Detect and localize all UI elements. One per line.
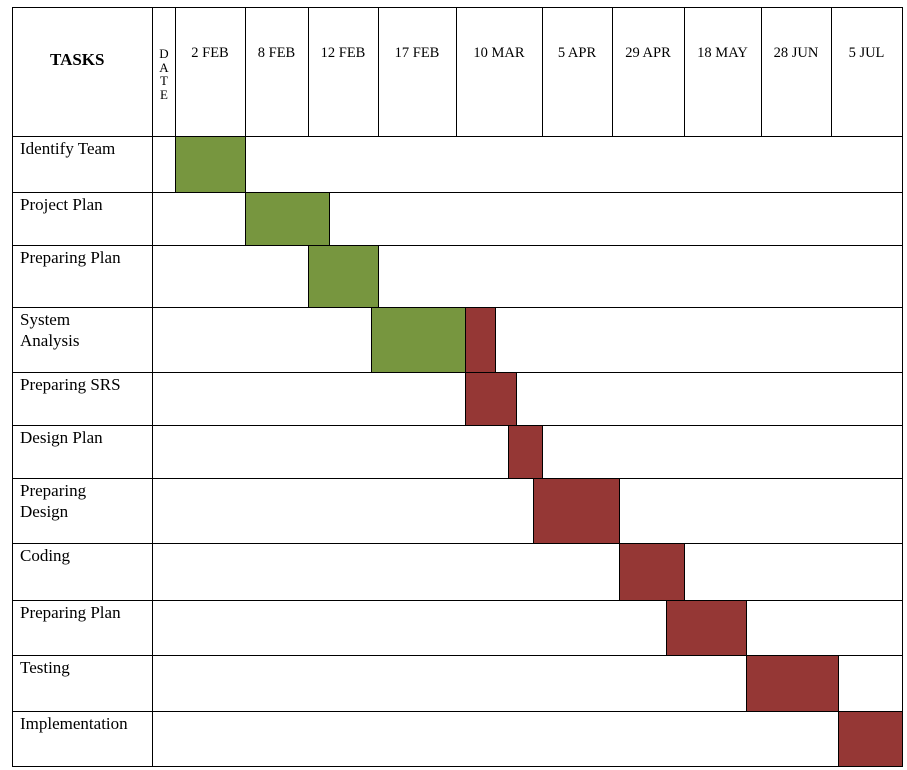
gantt-bar	[838, 711, 903, 767]
date-column-label: 5 APR	[557, 45, 597, 61]
grid-line-right	[902, 7, 903, 767]
gantt-bar	[619, 543, 685, 601]
task-label: Preparing Design	[20, 481, 87, 521]
grid-line-col	[456, 7, 457, 136]
task-label: Project Plan	[20, 195, 103, 214]
tasks-header: TASKS	[50, 50, 105, 69]
grid-line-row	[12, 478, 903, 479]
grid-line-row	[12, 655, 903, 656]
grid-line-row	[12, 136, 903, 137]
gantt-bar	[175, 136, 246, 193]
grid-line-col	[308, 7, 309, 136]
date-column-label: 2 FEB	[191, 45, 229, 61]
grid-line-col	[612, 7, 613, 136]
grid-line-bottom	[12, 766, 903, 767]
task-label: Preparing Plan	[20, 248, 121, 267]
date-column-label: 5 JUL	[848, 45, 885, 61]
gantt-bar	[464, 307, 496, 373]
gantt-bar	[666, 600, 747, 656]
grid-line-row	[12, 711, 903, 712]
gantt-bar	[533, 478, 621, 544]
task-label: Preparing SRS	[20, 375, 121, 394]
gantt-bar	[507, 425, 543, 479]
grid-line-col	[378, 7, 379, 136]
grid-line-row	[12, 425, 903, 426]
grid-line-top	[12, 7, 903, 8]
gantt-bar	[371, 307, 466, 373]
task-label: Design Plan	[20, 428, 103, 447]
grid-line-col	[175, 7, 176, 136]
date-column-label: 18 MAY	[697, 45, 748, 61]
date-column-label: 12 FEB	[320, 45, 366, 61]
grid-line-row	[12, 192, 903, 193]
grid-line-col	[684, 7, 685, 136]
task-label: Coding	[20, 546, 71, 565]
gantt-bar	[308, 245, 379, 308]
grid-line-col	[245, 7, 246, 136]
date-column-label: 17 FEB	[394, 45, 440, 61]
grid-line-row	[12, 543, 903, 544]
task-label: Testing	[20, 658, 70, 677]
task-label: Preparing Plan	[20, 603, 121, 622]
grid-line-col	[831, 7, 832, 136]
date-column-label: 28 JUN	[773, 45, 819, 61]
grid-line-col	[542, 7, 543, 136]
grid-line-col	[761, 7, 762, 136]
grid-line-task-col	[152, 136, 153, 766]
grid-line-row	[12, 600, 903, 601]
gantt-bar	[464, 372, 518, 426]
gantt-bar	[745, 655, 840, 712]
grid-line-row	[12, 245, 903, 246]
date-column-label: 10 MAR	[473, 45, 525, 61]
grid-line-left	[12, 7, 13, 767]
task-label: System Analysis	[20, 310, 80, 350]
task-label: Implementation	[20, 714, 128, 733]
gantt-bar	[245, 192, 330, 246]
task-label: Identify Team	[20, 139, 116, 158]
date-column-label: 8 FEB	[257, 45, 296, 61]
grid-line-date-col	[152, 7, 153, 136]
date-column-label: 29 APR	[625, 45, 671, 61]
